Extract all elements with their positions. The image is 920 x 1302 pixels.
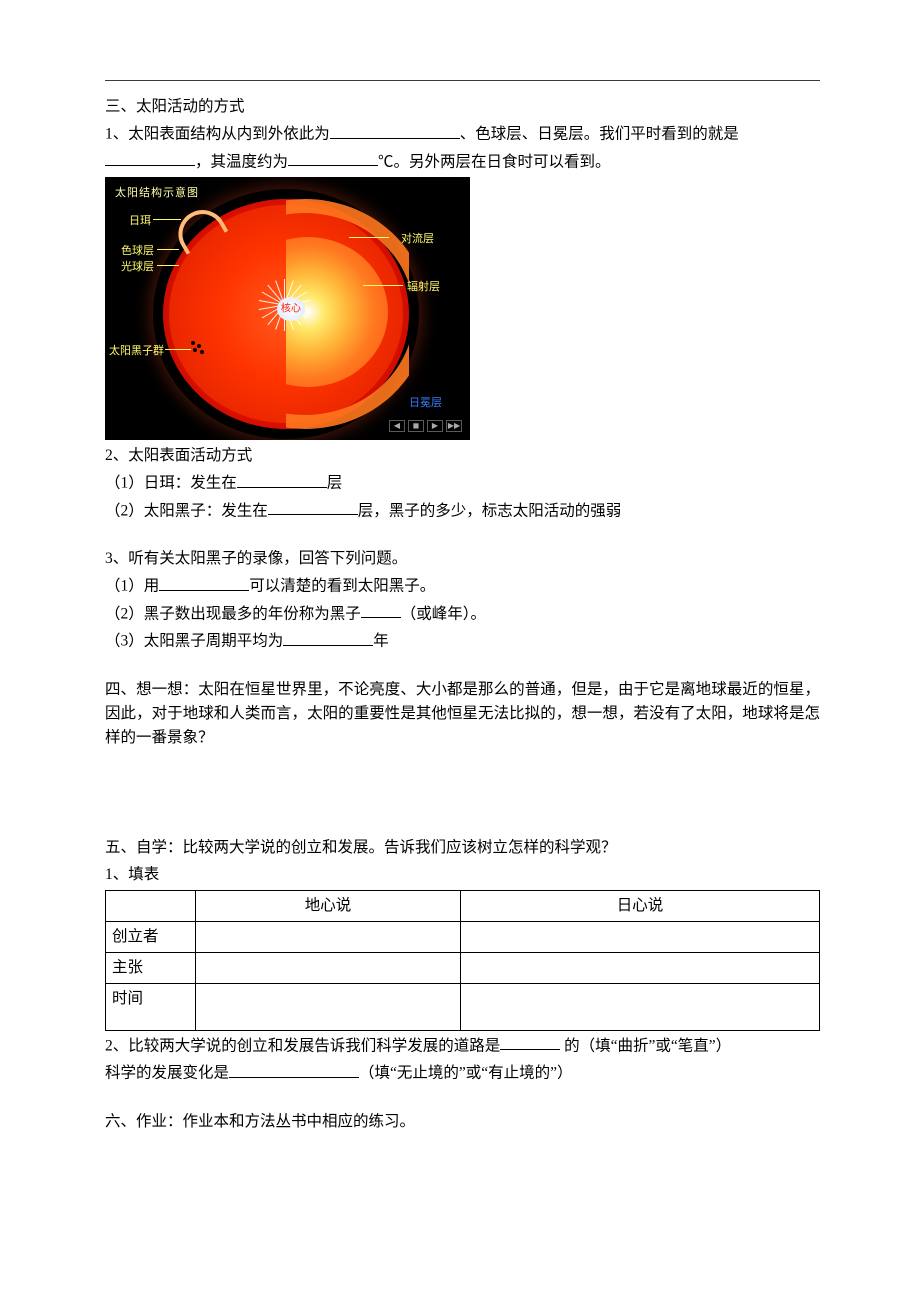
cell-time-geo[interactable] — [196, 983, 461, 1030]
q3-3-b: 年 — [373, 633, 389, 650]
label-radiative: 辐射层 — [407, 279, 440, 296]
q5-2a: 2、比较两大学说的创立和发展告诉我们科学发展的道路是 — [105, 1037, 500, 1054]
blank-peak-term[interactable] — [361, 602, 401, 619]
table-header-geocentric: 地心说 — [196, 890, 461, 921]
q2-2-a: （2）太阳黑子：发生在 — [105, 502, 268, 519]
q1-line2: ，其温度约为 ℃。另外两层在日食时可以看到。 — [105, 150, 820, 175]
q3-item3: （3）太阳黑子周期平均为 年 — [105, 629, 820, 654]
q3-1-a: （1）用 — [105, 578, 159, 595]
table-header-blank — [106, 890, 196, 921]
row-label-time: 时间 — [106, 983, 196, 1030]
blank-visible-layer[interactable] — [105, 150, 195, 167]
label-line — [157, 249, 179, 250]
nav-next-icon[interactable]: ▶ — [427, 420, 443, 432]
q1-text-b: 、色球层、日冕层。我们平时看到的就是 — [460, 126, 739, 143]
q2-item2: （2）太阳黑子：发生在 层，黑子的多少，标志太阳活动的强弱 — [105, 499, 820, 524]
sun-structure-diagram: 太阳结构示意图 — [105, 177, 470, 440]
cell-founder-helio[interactable] — [461, 921, 820, 952]
label-prominence: 日珥 — [129, 213, 151, 230]
q5-2b: 的（填“曲折”或“笔直”） — [560, 1037, 731, 1054]
q3-item1: （1）用 可以清楚的看到太阳黑子。 — [105, 574, 820, 599]
q3-2-a: （2）黑子数出现最多的年份称为黑子 — [105, 605, 361, 622]
label-chromosphere: 色球层 — [121, 243, 154, 260]
label-line — [349, 237, 389, 238]
blank-road[interactable] — [500, 1034, 560, 1051]
blank-prominence-layer[interactable] — [237, 471, 327, 488]
label-line — [157, 265, 179, 266]
blank-temperature[interactable] — [288, 150, 378, 167]
viewer-nav: ◀ ◼ ▶ ▶▶ — [389, 420, 462, 432]
q3-2-b: （或峰年）。 — [401, 605, 486, 622]
cell-claim-helio[interactable] — [461, 952, 820, 983]
section-5-heading: 五、自学：比较两大学说的创立和发展。告诉我们应该树立怎样的科学观？ — [105, 836, 820, 860]
q3-item2: （2）黑子数出现最多的年份称为黑子 （或峰年）。 — [105, 602, 820, 627]
table-header-heliocentric: 日心说 — [461, 890, 820, 921]
row-label-founder: 创立者 — [106, 921, 196, 952]
q2-1-a: （1）日珥：发生在 — [105, 475, 237, 492]
q3-heading: 3、听有关太阳黑子的录像，回答下列问题。 — [105, 547, 820, 571]
q5-2-line1: 2、比较两大学说的创立和发展告诉我们科学发展的道路是 的（填“曲折”或“笔直”） — [105, 1034, 820, 1059]
section-4-text: 四、想一想：太阳在恒星世界里，不论亮度、大小都是那么的普通，但是，由于它是离地球… — [105, 678, 820, 750]
q5-1: 1、填表 — [105, 863, 820, 887]
section-3-heading: 三、太阳活动的方式 — [105, 95, 820, 119]
q1-text-c: ，其温度约为 — [195, 153, 288, 170]
label-corona: 日冕层 — [409, 395, 442, 412]
q3-3-a: （3）太阳黑子周期平均为 — [105, 633, 283, 650]
q1-text-d: ℃。另外两层在日食时可以看到。 — [378, 153, 611, 170]
row-label-claim: 主张 — [106, 952, 196, 983]
q5-2-line2: 科学的发展变化是 （填“无止境的”或“有止境的”） — [105, 1061, 820, 1086]
blank-endless[interactable] — [229, 1061, 359, 1078]
q2-2-b: 层，黑子的多少，标志太阳活动的强弱 — [358, 502, 622, 519]
q2-item1: （1）日珥：发生在 层 — [105, 471, 820, 496]
label-photosphere: 光球层 — [121, 259, 154, 276]
cutaway-face — [286, 199, 409, 429]
blank-layer1[interactable] — [330, 122, 460, 139]
cell-time-helio[interactable] — [461, 983, 820, 1030]
q1-line1: 1、太阳表面结构从内到外依此为 、色球层、日冕层。我们平时看到的就是 — [105, 122, 820, 147]
table-row: 主张 — [106, 952, 820, 983]
nav-ff-icon[interactable]: ▶▶ — [446, 420, 462, 432]
prominence-shape — [175, 211, 219, 243]
label-line — [153, 219, 181, 220]
section-6-text: 六、作业：作业本和方法丛书中相应的练习。 — [105, 1110, 820, 1134]
page: 三、太阳活动的方式 1、太阳表面结构从内到外依此为 、色球层、日冕层。我们平时看到… — [0, 0, 920, 1302]
q2-heading: 2、太阳表面活动方式 — [105, 444, 820, 468]
table-row: 地心说 日心说 — [106, 890, 820, 921]
q2-1-b: 层 — [327, 475, 343, 492]
label-line — [363, 285, 403, 286]
blank-cycle-years[interactable] — [283, 629, 373, 646]
nav-stop-icon[interactable]: ◼ — [408, 420, 424, 432]
label-line — [165, 349, 191, 350]
q3-1-b: 可以清楚的看到太阳黑子。 — [249, 578, 435, 595]
table-row: 时间 — [106, 983, 820, 1030]
top-rule — [105, 80, 820, 81]
q5-2c: 科学的发展变化是 — [105, 1065, 229, 1082]
label-sunspot: 太阳黑子群 — [109, 343, 164, 360]
label-convective: 对流层 — [401, 231, 434, 248]
blank-instrument[interactable] — [159, 574, 249, 591]
core-label: 核心 — [281, 302, 301, 318]
blank-sunspot-layer[interactable] — [268, 499, 358, 516]
q5-2d: （填“无止境的”或“有止境的”） — [359, 1065, 573, 1082]
table-row: 创立者 — [106, 921, 820, 952]
cell-claim-geo[interactable] — [196, 952, 461, 983]
nav-prev-icon[interactable]: ◀ — [389, 420, 405, 432]
q1-text-a: 1、太阳表面结构从内到外依此为 — [105, 126, 330, 143]
theory-comparison-table: 地心说 日心说 创立者 主张 时间 — [105, 890, 820, 1031]
cell-founder-geo[interactable] — [196, 921, 461, 952]
